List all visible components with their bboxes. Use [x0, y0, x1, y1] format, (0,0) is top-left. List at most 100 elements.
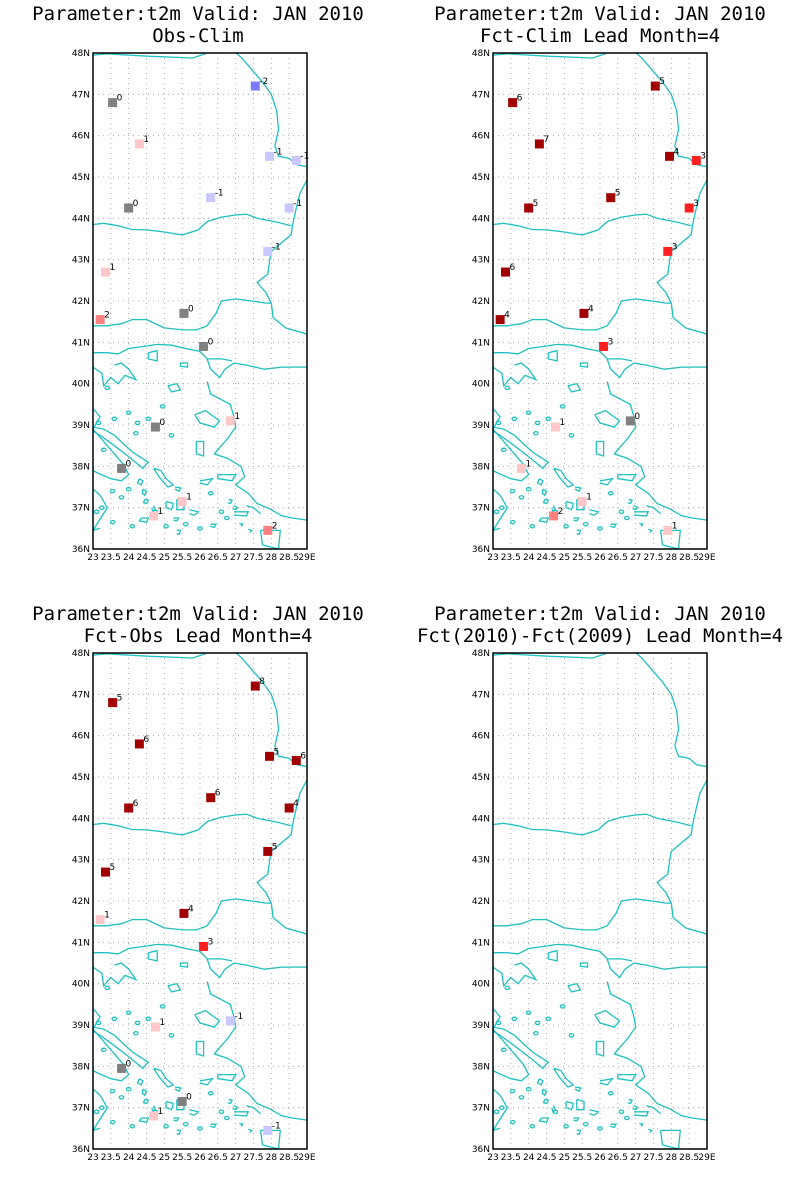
x-tick-label: 25.5: [572, 1153, 592, 1163]
x-tick-label: 23: [87, 1153, 98, 1163]
x-tick-label: 28: [266, 1153, 278, 1163]
coastline: [217, 473, 237, 482]
coastline: [209, 523, 218, 529]
islet: [182, 1121, 189, 1127]
map-svg: Parameter:t2m Valid: JAN 2010 Fct(2010)-…: [417, 603, 783, 1163]
y-tick-label: 37N: [472, 504, 490, 514]
islet: [132, 1031, 139, 1036]
station-value-label: 0: [126, 1059, 132, 1069]
station-marker: [263, 846, 273, 856]
coastline: [194, 1009, 221, 1028]
islet: [623, 515, 630, 521]
coastline: [138, 517, 150, 523]
map-svg: Parameter:t2m Valid: JAN 2010 Fct-Clim L…: [434, 3, 766, 563]
station-value-label: 0: [133, 199, 139, 209]
station-value-label: 0: [188, 304, 194, 314]
coastline: [147, 349, 158, 362]
islet: [125, 410, 132, 415]
coastline: [194, 409, 221, 428]
islet: [518, 1095, 525, 1100]
islet: [163, 1124, 169, 1129]
station-value-label: -1: [272, 1121, 281, 1131]
islet: [197, 526, 203, 531]
y-tick-label: 39N: [72, 1021, 90, 1031]
islet: [511, 416, 518, 422]
islet: [509, 488, 516, 494]
coastline: [173, 517, 180, 522]
station-value-label: 0: [634, 412, 640, 422]
station-marker: [108, 698, 118, 708]
y-tick-label: 37N: [72, 1104, 90, 1114]
station-marker: [284, 203, 294, 213]
coastline: [167, 982, 182, 993]
station-value-label: 0: [117, 94, 123, 104]
y-tick-label: 45N: [472, 173, 490, 183]
station-marker: [199, 341, 209, 351]
x-tick-label: 28.5: [679, 1153, 699, 1163]
y-tick-label: 44N: [472, 814, 490, 824]
station-value-label: 2: [104, 311, 110, 321]
x-tick-label: 23.5: [501, 1153, 521, 1163]
coastline: [233, 511, 250, 517]
islet: [509, 1119, 516, 1125]
islet: [509, 1088, 516, 1094]
islet: [525, 486, 532, 492]
y-tick-label: 46N: [472, 132, 490, 142]
y-tick-label: 44N: [72, 214, 90, 224]
coastline: [646, 1104, 662, 1115]
islet: [493, 509, 500, 515]
panel-subtitle: Obs-Clim: [152, 25, 244, 47]
y-tick-label: 44N: [72, 814, 90, 824]
coastline: [639, 522, 644, 527]
station-value-label: 1: [586, 492, 592, 502]
station-value-label: 8: [259, 677, 265, 687]
coastline: [576, 1098, 585, 1111]
y-tick-label: 38N: [72, 1062, 90, 1072]
coastline: [573, 517, 580, 522]
coastline: [639, 1122, 644, 1127]
coastline: [553, 1067, 575, 1088]
station-value-label: -1: [300, 151, 309, 161]
station-marker: [265, 151, 275, 161]
coastline: [189, 1109, 200, 1116]
coastline: [565, 500, 575, 511]
map-svg: Parameter:t2m Valid: JAN 2010 Fct-Obs Le…: [32, 603, 364, 1163]
coastline: [542, 1098, 550, 1105]
x-tick-label: 23: [487, 553, 498, 563]
islet: [218, 509, 225, 515]
coastline: [493, 653, 609, 659]
islet: [509, 519, 516, 525]
coastline: [589, 509, 600, 516]
coastline: [627, 498, 634, 505]
coastline: [633, 511, 650, 517]
coastline: [647, 1128, 653, 1133]
y-tick-label: 37N: [472, 1104, 490, 1114]
coastline: [93, 53, 209, 59]
islet: [495, 1020, 502, 1026]
coastline: [165, 1100, 175, 1111]
y-tick-label: 48N: [472, 649, 490, 659]
map-frame: [492, 52, 708, 550]
islet: [545, 416, 552, 422]
islet: [559, 1004, 566, 1009]
x-tick-label: 28: [266, 553, 278, 563]
islet: [511, 1016, 518, 1022]
islet: [100, 447, 107, 453]
station-marker: [577, 496, 587, 506]
map-frame: [92, 652, 308, 1150]
map-panel-obs-clim: Parameter:t2m Valid: JAN 2010 Obs-Clim 0…: [0, 0, 400, 600]
islet: [118, 495, 125, 500]
station-value-label: 1: [109, 263, 115, 273]
panel-subtitle: Fct-Clim Lead Month=4: [480, 25, 720, 47]
coastline: [579, 962, 589, 968]
coastline: [579, 362, 589, 368]
station-marker: [150, 1022, 160, 1032]
y-tick-label: 42N: [72, 897, 90, 907]
islet: [95, 420, 102, 426]
y-tick-label: 45N: [72, 173, 90, 183]
station-marker: [149, 1111, 159, 1121]
station-marker: [250, 81, 260, 91]
y-tick-label: 43N: [472, 256, 490, 266]
coastline: [633, 1111, 650, 1117]
station-marker: [691, 155, 701, 165]
